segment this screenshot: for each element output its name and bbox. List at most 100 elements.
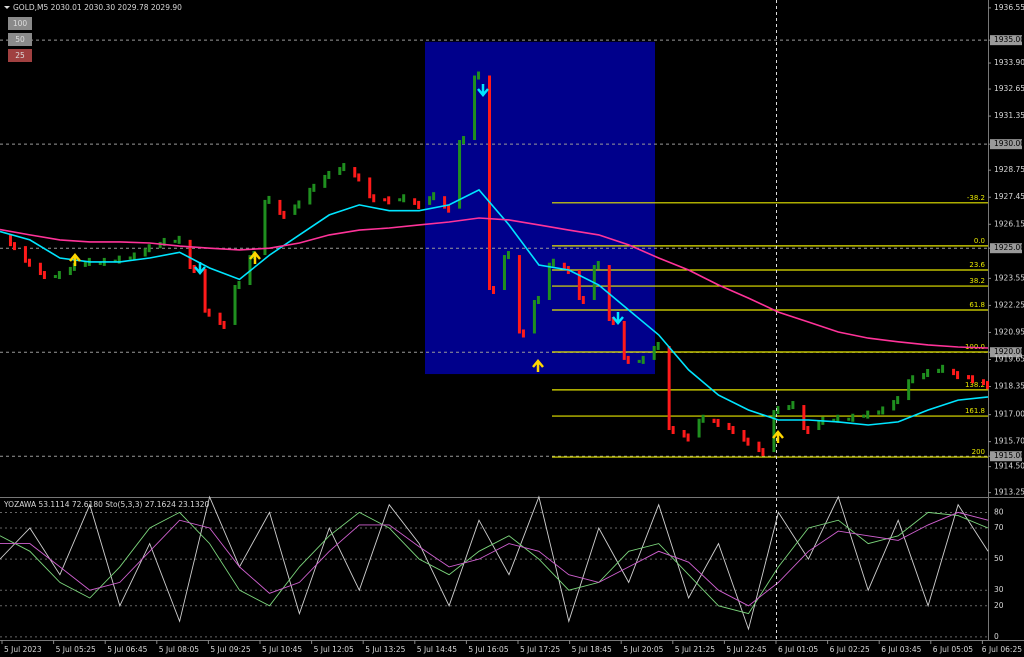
y-tick-label: 1930.00 xyxy=(994,139,1024,148)
sell-arrow xyxy=(612,312,624,325)
price-bar xyxy=(323,174,327,188)
price-bar xyxy=(12,242,16,251)
price-bar xyxy=(746,437,750,446)
price-bar xyxy=(926,369,930,378)
x-tick-label: 6 Jul 03:45 xyxy=(881,645,921,654)
price-bar xyxy=(701,414,705,423)
price-bar xyxy=(986,381,989,390)
price-bar xyxy=(132,252,136,261)
y-tick-label: 1915.00 xyxy=(994,451,1024,460)
zoom-button-label[interactable]: 25 xyxy=(15,51,25,60)
price-bar xyxy=(956,371,960,380)
price-bar xyxy=(622,321,626,360)
x-tick-label: 5 Jul 12:05 xyxy=(314,645,354,654)
x-tick-label: 5 Jul 08:05 xyxy=(159,645,199,654)
sell-arrow xyxy=(477,84,489,97)
price-bar xyxy=(327,170,331,179)
price-bar xyxy=(866,410,870,419)
sell-arrow xyxy=(194,262,206,275)
zoom-button-label[interactable]: 50 xyxy=(15,35,25,44)
price-bar xyxy=(398,198,402,202)
price-bar xyxy=(278,199,282,215)
symbol-menu-icon[interactable] xyxy=(4,6,10,9)
y-tick-label: 1918.35 xyxy=(994,382,1024,391)
y-tick-label: 1914.50 xyxy=(994,462,1024,471)
price-bar xyxy=(772,410,776,453)
price-bar xyxy=(877,410,881,415)
price-bar xyxy=(372,194,376,203)
back-layer xyxy=(0,39,988,638)
price-bar xyxy=(626,355,630,364)
price-bar xyxy=(937,368,941,374)
y-tick-label: 1926.15 xyxy=(994,219,1024,228)
fibo-label: 23.6 xyxy=(969,261,985,269)
price-level-tag xyxy=(990,347,1022,358)
price-bar xyxy=(173,239,177,243)
price-bar xyxy=(686,433,690,442)
y-tick-label: 1922.25 xyxy=(994,300,1024,309)
price-bar xyxy=(697,418,701,438)
price-bar xyxy=(57,271,61,280)
price-bar xyxy=(551,258,555,267)
x-tick-label: 5 Jul 10:45 xyxy=(262,645,302,654)
x-tick-label: 5 Jul 13:25 xyxy=(365,645,405,654)
y-tick-label: 1913.25 xyxy=(994,488,1024,497)
zoom-button[interactable] xyxy=(8,33,32,46)
y-tick-label: 50 xyxy=(994,554,1004,563)
price-bar xyxy=(263,199,267,256)
price-bar xyxy=(532,299,536,334)
price-bar xyxy=(338,167,342,175)
price-bar xyxy=(776,406,780,415)
price-bar xyxy=(517,255,521,334)
price-bar xyxy=(473,75,477,141)
price-bar xyxy=(128,256,132,260)
x-tick-label: 6 Jul 01:05 xyxy=(778,645,818,654)
oscillator-line xyxy=(0,495,989,631)
price-bar xyxy=(53,275,57,279)
price-bar xyxy=(308,187,312,205)
x-tick-label: 5 Jul 2023 xyxy=(4,645,42,654)
price-bar xyxy=(757,441,761,453)
price-bar xyxy=(656,341,660,350)
price-bar xyxy=(98,261,102,265)
y-tick-label: 80 xyxy=(994,507,1004,516)
price-bar xyxy=(147,244,151,253)
oscillator-line xyxy=(0,511,989,615)
y-tick-label: 1917.00 xyxy=(994,410,1024,419)
x-tick-label: 5 Jul 09:25 xyxy=(210,645,250,654)
buy-arrow xyxy=(249,251,261,264)
price-bar xyxy=(716,418,720,427)
y-tick-label: 1920.00 xyxy=(994,347,1024,356)
price-level-tag xyxy=(990,35,1022,46)
y-tick-label: 30 xyxy=(994,585,1004,594)
price-bar xyxy=(967,375,971,380)
zoom-button-label[interactable]: 100 xyxy=(13,19,28,28)
price-bar xyxy=(192,264,196,273)
buy-arrow xyxy=(532,359,544,372)
price-bar xyxy=(117,255,121,264)
price-bar xyxy=(832,418,836,422)
x-tick-label: 5 Jul 16:05 xyxy=(468,645,508,654)
price-bar xyxy=(671,426,675,435)
x-tick-label: 5 Jul 06:45 xyxy=(107,645,147,654)
y-tick-label: 1923.55 xyxy=(994,273,1024,282)
price-bar xyxy=(177,235,181,244)
price-bar xyxy=(462,136,466,145)
price-bar xyxy=(492,286,495,295)
x-tick-label: 5 Jul 17:25 xyxy=(520,645,560,654)
y-tick-label: 1915.70 xyxy=(994,437,1024,446)
price-bar xyxy=(203,268,207,313)
y-tick-label: 1920.95 xyxy=(994,327,1024,336)
x-tick-label: 5 Jul 14:45 xyxy=(417,645,457,654)
price-bar xyxy=(611,317,615,326)
zoom-button[interactable] xyxy=(8,17,32,30)
price-bar xyxy=(297,200,301,209)
x-tick-label: 5 Jul 05:25 xyxy=(56,645,96,654)
price-level-tag xyxy=(990,451,1022,462)
zoom-button[interactable] xyxy=(8,49,32,62)
price-level-tag xyxy=(990,243,1022,254)
price-bar xyxy=(982,379,985,386)
price-bar xyxy=(357,173,361,182)
